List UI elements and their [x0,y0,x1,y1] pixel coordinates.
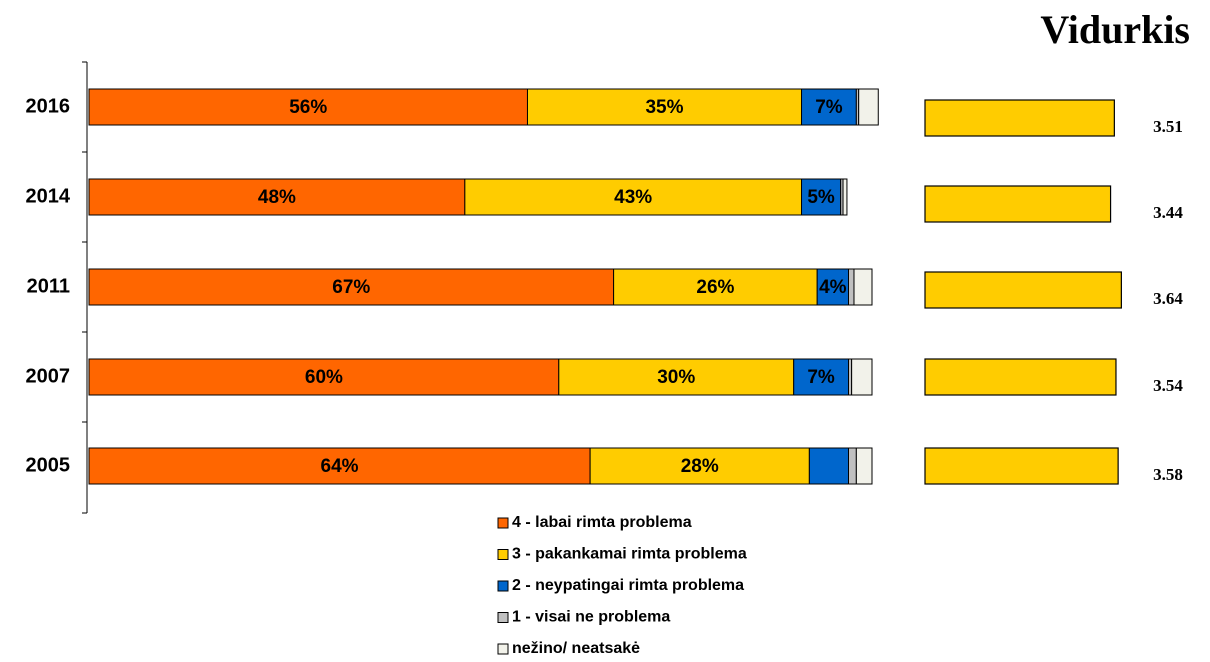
average-bar [924,185,1112,223]
bar-segment [464,178,803,216]
bar-segment [88,88,528,126]
legend-label: 3 - pakankamai rimta problema [512,546,747,563]
y-tick-label: 2011 [27,275,70,297]
bar-segment [589,447,810,485]
average-label: 3.58 [1153,465,1183,484]
average-label: 3.64 [1153,289,1183,308]
bar-segment [558,358,795,396]
average-bar [924,447,1119,485]
bar-segment [855,447,873,485]
bar-segment [851,358,873,396]
bar-segment [848,447,857,485]
bar-segment [808,447,850,485]
data-label: 67% [332,277,370,298]
data-label: 35% [645,97,683,118]
bar-segment [858,88,879,126]
legend-swatch [497,612,509,623]
average-label: 3.51 [1153,117,1183,136]
data-label: 30% [657,367,695,388]
bar-segment [842,178,848,216]
average-bar [924,99,1115,137]
legend-swatch [497,580,509,592]
bar-segment [801,178,842,216]
bar-segment [853,268,873,306]
bar-segment [88,268,615,306]
y-tick-label: 2016 [26,95,71,117]
bar-segment [88,447,591,485]
data-label: 4% [819,277,847,298]
data-label: 48% [258,187,296,208]
legend-swatch [497,549,509,560]
y-tick-label: 2005 [26,454,71,476]
y-tick-label: 2007 [26,365,71,387]
bar-segment [801,88,857,126]
average-label: 3.54 [1153,376,1183,395]
bar-segment [88,178,466,216]
bar-segment [613,268,818,306]
bar-segment [88,358,560,396]
bar-segment [526,88,803,126]
data-label: 60% [305,367,343,388]
average-title: Vidurkis [1040,7,1190,52]
legend-swatch [497,643,509,655]
legend-label: 4 - labai rimta problema [512,514,692,531]
data-label: 56% [289,97,327,118]
data-label: 43% [614,187,652,208]
legend-label: 2 - neypatingai rimta problema [512,577,744,594]
data-label: 26% [696,277,734,298]
data-label: 5% [807,187,835,208]
y-axis [82,61,88,514]
y-tick-label: 2014 [26,185,71,207]
legend-label: 1 - visai ne problema [512,609,670,626]
bar-segment [816,268,850,306]
bar-segment [848,268,855,306]
average-bar [924,358,1117,396]
average-label: 3.44 [1153,203,1183,222]
bar-segment [793,358,850,396]
legend-swatch [497,517,509,529]
data-label: 7% [815,97,843,118]
average-bar [924,271,1122,309]
legend-label: nežino/ neatsakė [512,640,640,657]
data-label: 64% [321,456,359,477]
data-label: 7% [807,367,835,388]
data-label: 28% [681,456,719,477]
